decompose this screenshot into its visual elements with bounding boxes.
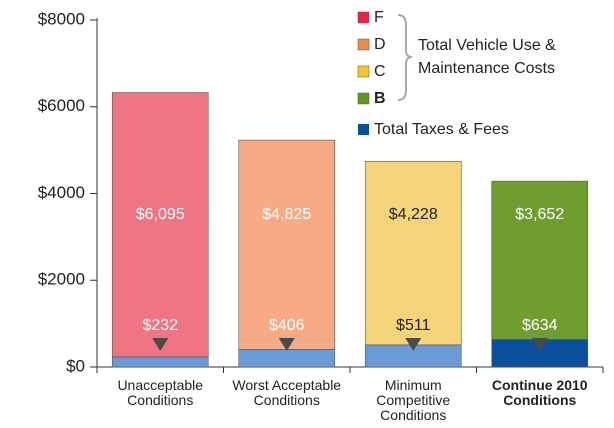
y-tick-label: $0 [66, 356, 85, 375]
legend-brace-label: Total Vehicle Use & Maintenance Costs [418, 37, 556, 77]
value-label: $406 [269, 317, 305, 334]
legend-swatch [358, 124, 369, 135]
value-label: $511 [396, 317, 431, 334]
legend-label: D [374, 36, 386, 53]
bar-segment [238, 349, 336, 368]
x-tick-label: Minimum Competitive Conditions [376, 377, 451, 423]
x-tick-label: Continue 2010 Conditions [491, 377, 588, 408]
legend-swatch [357, 65, 370, 78]
value-label: $6,095 [136, 206, 185, 223]
x-tick-label: Unacceptable Conditions [117, 377, 204, 408]
value-label: $232 [142, 317, 178, 334]
label-arrow [278, 338, 295, 351]
legend-label: F [374, 9, 384, 26]
label-arrow [531, 338, 548, 351]
y-tick-label: $8000 [38, 9, 85, 28]
y-tick-label: $4000 [38, 183, 85, 202]
value-label: $4,825 [262, 206, 311, 223]
bar-segment [491, 180, 589, 340]
bar-segment [111, 92, 209, 358]
bar-segment [111, 356, 209, 368]
label-arrow [152, 338, 169, 351]
y-tick-label: $2000 [38, 270, 85, 289]
legend-label: B [374, 90, 386, 107]
legend-swatch [357, 11, 370, 24]
legend-swatch [357, 38, 370, 51]
legend-swatch [357, 92, 370, 105]
legend-brace [397, 14, 413, 101]
label-arrow [405, 338, 422, 351]
legend-label: C [374, 63, 386, 80]
y-tick-label: $6000 [38, 96, 85, 115]
legend-label: Total Taxes & Fees [374, 121, 509, 138]
value-label: $634 [522, 317, 558, 334]
x-tick-label: Worst Acceptable Conditions [232, 377, 342, 408]
value-label: $4,228 [389, 206, 438, 223]
value-label: $3,652 [515, 206, 564, 223]
